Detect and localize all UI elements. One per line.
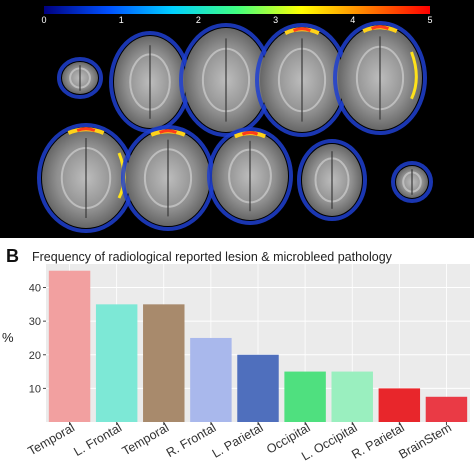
bar-4 <box>190 337 232 422</box>
brain-slice <box>121 125 215 231</box>
colorbar-tick-label: 5 <box>427 15 432 25</box>
y-axis-label: % <box>2 330 14 345</box>
bar-3 <box>143 304 185 422</box>
colorbar-tick-label: 4 <box>350 15 355 25</box>
x-tick-label: Temporal <box>26 420 78 458</box>
colorbar-tick-label: 1 <box>119 15 124 25</box>
brain-slice <box>207 127 293 225</box>
x-tick-label: R. Parietal <box>349 420 407 461</box>
panel-label: B <box>6 246 19 266</box>
y-tick-label: 30 <box>29 316 41 328</box>
colorbar-tick-label: 0 <box>41 15 46 25</box>
brain-slice <box>391 161 433 203</box>
bar-chart-panel: B Frequency of radiological reported les… <box>0 238 474 474</box>
bar-5 <box>237 354 279 422</box>
brain-heatmap-panel: 0 1 2 3 4 5 <box>0 0 474 238</box>
chart-title: Frequency of radiological reported lesio… <box>32 250 392 264</box>
x-tick-label: BrainStem <box>396 420 454 461</box>
colorbar-tick-label: 3 <box>273 15 278 25</box>
colorbar-tick-label: 2 <box>196 15 201 25</box>
brain-slice <box>333 21 427 135</box>
y-tick-label: 20 <box>29 350 41 362</box>
x-tick-label: L. Parietal <box>210 420 266 460</box>
bar-9 <box>425 396 468 422</box>
x-tick-label: L. Frontal <box>71 420 124 459</box>
brain-slice-montage: 0 1 2 3 4 5 <box>37 6 433 233</box>
brain-slice <box>37 123 135 233</box>
bar-7 <box>331 371 373 422</box>
bar-6 <box>284 371 326 422</box>
brain-slice <box>109 31 191 133</box>
brain-slice <box>57 57 103 99</box>
bar-8 <box>378 388 421 422</box>
x-tick-label: R. Frontal <box>164 420 219 460</box>
y-tick-label: 10 <box>29 383 41 395</box>
colorbar <box>44 6 430 14</box>
y-tick-label: 40 <box>29 283 41 295</box>
brain-slice <box>297 139 367 221</box>
bar-2 <box>95 304 138 422</box>
x-tick-label: Temporal <box>120 420 172 458</box>
bar-1 <box>48 270 91 422</box>
